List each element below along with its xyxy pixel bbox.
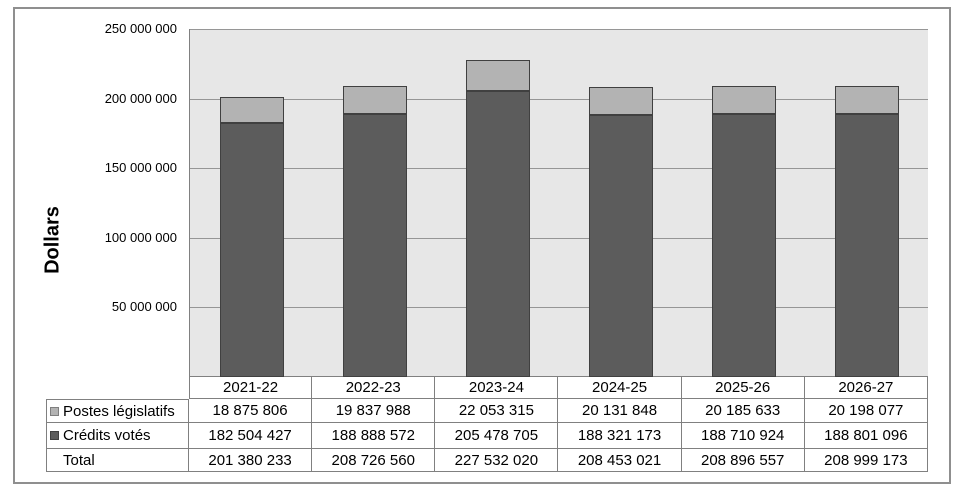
table-cell-credits-votes: 188 321 173 <box>558 423 682 449</box>
table-row-label-text: Total <box>63 451 95 469</box>
bar-segment-credits-votes <box>343 114 407 377</box>
table-cell-total: 227 532 020 <box>435 449 559 472</box>
table-cell-credits-votes: 205 478 705 <box>435 423 559 449</box>
y-axis-tick-label: 50 000 000 <box>111 299 177 315</box>
table-col-header-2024-25: 2024-25 <box>558 377 682 399</box>
table-cell-credits-votes: 188 801 096 <box>804 423 928 449</box>
table-cell-postes-legislatifs: 20 131 848 <box>558 399 682 423</box>
bar-segment-credits-votes <box>220 123 284 377</box>
y-axis-tick-label: 250 000 000 <box>104 21 177 36</box>
gridline <box>190 307 928 308</box>
gridline <box>190 29 928 30</box>
bar-segment-credits-votes <box>589 115 653 377</box>
bar-segment-credits-votes <box>835 114 899 377</box>
bar-segment-credits-votes <box>712 114 776 377</box>
table-cell-postes-legislatifs: 22 053 315 <box>435 399 559 423</box>
bar-segment-postes-legislatifs <box>589 87 653 115</box>
table-col-header-2023-24: 2023-24 <box>435 377 559 399</box>
table-corner-cell <box>46 377 189 399</box>
legend-swatch-credits-votes <box>50 431 59 440</box>
table-cell-credits-votes: 188 710 924 <box>681 423 805 449</box>
bar-group-2023-24 <box>466 60 530 377</box>
table-cell-credits-votes: 182 504 427 <box>189 423 313 449</box>
bar-group-2021-22 <box>220 97 284 377</box>
y-axis-tick-label: 200 000 000 <box>104 90 177 106</box>
table-cell-total: 208 726 560 <box>312 449 436 472</box>
bar-group-2022-23 <box>343 86 407 377</box>
gridline <box>190 168 928 169</box>
bar-segment-postes-legislatifs <box>343 86 407 114</box>
table-col-header-2025-26: 2025-26 <box>681 377 805 399</box>
table-col-header-2022-23: 2022-23 <box>312 377 436 399</box>
bar-group-2025-26 <box>712 86 776 377</box>
y-axis-tick-label: 150 000 000 <box>104 160 177 176</box>
table-cell-credits-votes: 188 888 572 <box>312 423 436 449</box>
bar-group-2026-27 <box>835 86 899 377</box>
table-row-label-text: Crédits votés <box>63 427 151 444</box>
data-table: 2021-22 2022-23 2023-24 2024-25 2025-26 2026-… <box>46 377 928 472</box>
bar-group-2024-25 <box>589 87 653 377</box>
table-cell-postes-legislatifs: 19 837 988 <box>312 399 436 423</box>
bar-segment-postes-legislatifs <box>835 86 899 114</box>
y-axis-tick-label: 100 000 000 <box>104 229 177 245</box>
table-col-header-2026-27: 2026-27 <box>804 377 928 399</box>
table-cell-postes-legislatifs: 20 185 633 <box>681 399 805 423</box>
legend-swatch-postes-legislatifs <box>50 406 59 416</box>
table-cell-total: 208 453 021 <box>558 449 682 472</box>
table-cell-total: 201 380 233 <box>189 449 313 472</box>
table-row-label-total: Total <box>46 449 189 472</box>
table-col-header-2021-22: 2021-22 <box>189 377 313 399</box>
plot-area <box>189 29 928 377</box>
gridline <box>190 238 928 239</box>
bar-segment-postes-legislatifs <box>466 60 530 91</box>
table-row-label-postes-legislatifs: Postes législatifs <box>46 399 189 423</box>
bar-segment-credits-votes <box>466 91 530 377</box>
table-cell-total: 208 896 557 <box>681 449 805 472</box>
table-row-label-text: Postes législatifs <box>63 402 175 420</box>
bar-segment-postes-legislatifs <box>712 86 776 114</box>
table-row-label-credits-votes: Crédits votés <box>46 423 189 449</box>
table-cell-total: 208 999 173 <box>804 449 928 472</box>
bar-segment-postes-legislatifs <box>220 97 284 123</box>
table-cell-postes-legislatifs: 18 875 806 <box>189 399 313 423</box>
gridline <box>190 99 928 100</box>
table-cell-postes-legislatifs: 20 198 077 <box>804 399 928 423</box>
